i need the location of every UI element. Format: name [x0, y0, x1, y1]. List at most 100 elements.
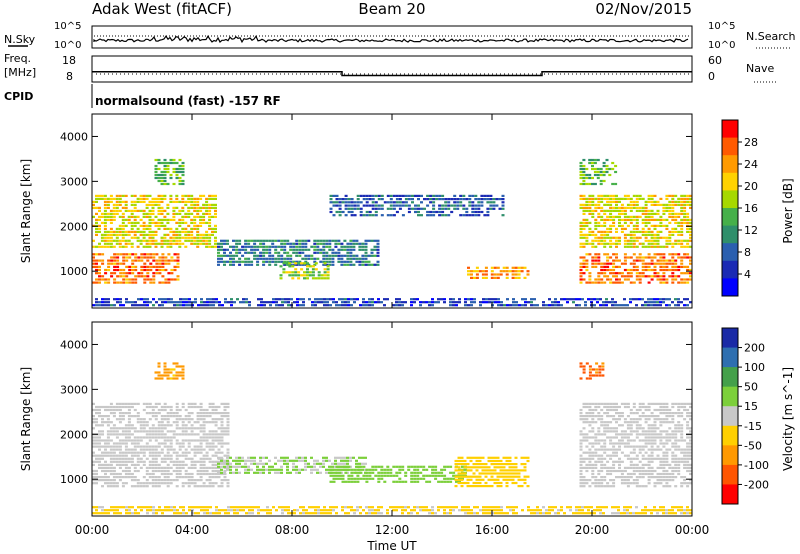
power-cells-cell [119, 275, 123, 278]
vel-cells-cell [591, 469, 595, 473]
power-cells-cell [176, 262, 180, 265]
vel-cells-cell [160, 405, 164, 409]
vel-cells-cell [121, 439, 125, 442]
vel-cells-cell [609, 402, 613, 405]
vel-cells-cell [579, 418, 583, 421]
vel-cells-cell [347, 468, 351, 471]
vel-cells-cell [148, 439, 152, 442]
vel-cells-cell [101, 457, 104, 460]
power-cells-cell [206, 298, 209, 301]
power-cells-cell [686, 197, 690, 200]
power-cells-cell [671, 215, 675, 218]
vel-cells-cell [151, 427, 155, 430]
vel-cells-cell [172, 436, 176, 439]
vel-cells-cell [620, 460, 624, 463]
power-cells-cell [680, 197, 684, 200]
power-cells-cell [641, 206, 645, 209]
vel-cells-cell [597, 439, 601, 442]
vel-cells-cell [609, 469, 613, 473]
vel-cells-cell [383, 474, 387, 477]
vel-cells-cell [368, 477, 372, 480]
power-cells-cell [680, 272, 684, 275]
power-cells-cell [467, 273, 470, 276]
vel-cells-cell [109, 445, 113, 448]
power-cells-cell [95, 268, 98, 272]
power-cells-cell [235, 239, 239, 242]
power-cells-cell [480, 210, 484, 214]
power-cells-cell [650, 212, 654, 215]
power-cells-cell [104, 301, 107, 304]
power-cells-cell [346, 257, 350, 260]
power-cells-cell [483, 194, 487, 197]
power-cells-cell [298, 263, 302, 266]
vel-cells-cell [452, 471, 456, 474]
power-cells-cell [103, 221, 107, 224]
power-cbar-swatch [722, 120, 738, 139]
vel-cells-cell [653, 430, 657, 433]
power-cells-cell [419, 304, 422, 307]
power-cells-cell [187, 239, 191, 242]
vel-cells-cell [211, 405, 215, 409]
power-cells-cell [588, 281, 592, 284]
vel-cells-cell [644, 421, 648, 424]
power-cells-cell [134, 278, 138, 281]
vel-cells-cell [677, 457, 681, 460]
vel-cells-cell [112, 451, 116, 454]
vel-cells-cell [671, 433, 675, 436]
power-cells-cell [172, 209, 176, 212]
vel-cells-cell [499, 459, 503, 463]
power-cells-cell [130, 203, 134, 206]
vel-cells-cell [349, 465, 352, 468]
power-cells-cell [662, 278, 666, 281]
power-cells-cell [459, 204, 463, 207]
power-cells-cell [603, 236, 607, 239]
power-cells-cell [316, 257, 320, 260]
power-cells-cell [107, 301, 110, 304]
vel-cells-cell [431, 471, 435, 474]
vel-cells-cell [626, 482, 630, 485]
power-cells-cell [491, 298, 494, 301]
power-cells-cell [515, 304, 518, 307]
vel-cells-cell [115, 418, 119, 421]
power-cells-cell [193, 200, 197, 203]
vel-cells-cell [199, 430, 203, 433]
vel-cells-cell [157, 377, 161, 380]
power-cells-cell [161, 304, 164, 307]
vel-cells-cell [644, 472, 648, 476]
vel-cells-cell [229, 468, 232, 471]
vel-cells-cell [211, 460, 215, 463]
vel-cells-cell [496, 456, 500, 459]
vel-cells-cell [223, 479, 227, 482]
power-cells-cell [499, 270, 503, 273]
vel-cells-cell [142, 451, 146, 454]
power-cells-cell [582, 179, 586, 183]
power-cells-cell [638, 298, 641, 301]
power-cells-cell [629, 203, 633, 206]
vel-cells-cell [340, 456, 343, 459]
power-cells-cell [674, 218, 678, 221]
vel-cells-cell [499, 463, 503, 466]
vel-cells-cell [92, 439, 95, 442]
power-cells-cell [304, 254, 308, 257]
vel-cells-cell [347, 465, 351, 468]
vel-cells-cell [347, 480, 351, 483]
vel-cells-cell [410, 477, 414, 480]
power-cells-cell [181, 200, 185, 203]
vel-cells-cell [443, 465, 447, 468]
power-cells-cell [320, 298, 323, 301]
power-cells-cell [615, 245, 618, 248]
power-cells-cell [344, 214, 348, 217]
vel-cells-cell [190, 448, 194, 451]
vel-cells-cell [220, 421, 224, 424]
vel-cells-cell [241, 465, 244, 468]
power-cells-cell [208, 236, 212, 239]
vel-cells-cell [597, 415, 601, 418]
power-cells-cell [244, 245, 248, 248]
power-cells-cell [127, 221, 131, 224]
power-cells-cell [154, 224, 158, 227]
vel-cells-cell [626, 445, 630, 448]
power-cells-cell [618, 272, 621, 275]
vel-cells-cell [286, 465, 289, 468]
power-cells-cell [196, 209, 200, 212]
vel-cells-cell [133, 466, 137, 469]
